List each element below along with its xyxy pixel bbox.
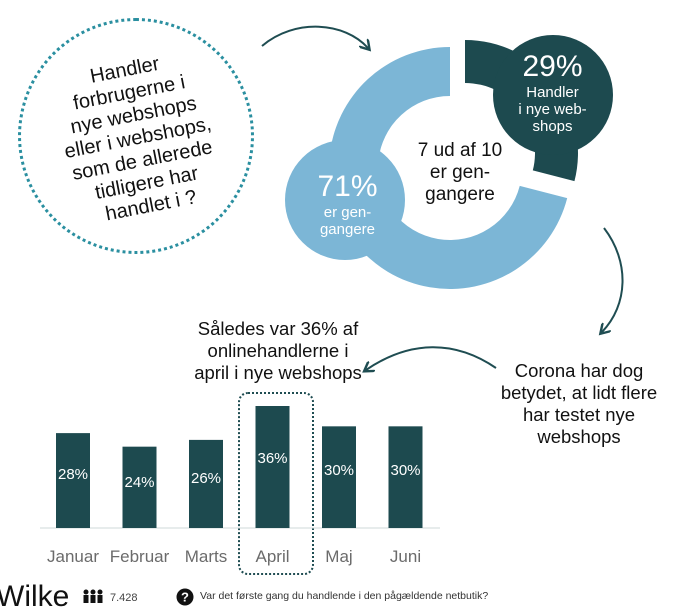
svg-text:?: ? — [181, 590, 189, 605]
bar-value-label: 30% — [390, 462, 420, 479]
footer-brand: Wilke — [0, 580, 70, 613]
category-label-maj: Maj — [325, 547, 352, 566]
survey-question: Var det første gang du handlende i den p… — [200, 590, 489, 602]
bar-april — [255, 406, 290, 528]
bar-value-label: 28% — [58, 466, 88, 483]
corona-callout-text: Corona har dog betydet, at lidt flere ha… — [500, 360, 658, 447]
bar-marts — [189, 439, 223, 528]
bar-maj — [322, 426, 356, 528]
donut-center-text: 7 ud af 10 er gen- gangere — [417, 140, 503, 205]
bar-value-label: 24% — [124, 474, 154, 491]
bar-value-label: 26% — [191, 470, 221, 487]
arrow-to-bars — [366, 346, 497, 370]
bar-value-label: 36% — [257, 450, 287, 467]
bar-juni — [388, 426, 423, 528]
donut-bubble-returning — [285, 140, 405, 260]
category-label-april: April — [255, 547, 289, 566]
question-bubble-icon: ? — [176, 588, 194, 606]
respondent-count: 7.428 — [110, 592, 138, 604]
bar-februar — [122, 446, 157, 528]
donut-text-new: Handler i nye web- shops — [518, 84, 587, 135]
category-label-juni: Juni — [390, 547, 421, 566]
people-icon — [83, 589, 103, 603]
arrow-to-corona — [602, 227, 624, 332]
category-label-marts: Marts — [185, 547, 228, 566]
donut-bubble-new — [493, 35, 613, 155]
donut-label-returning: 71% er gen- gangere — [300, 170, 395, 238]
category-label-januar: Januar — [47, 547, 99, 566]
bar-januar — [56, 433, 90, 528]
arrow-to-donut — [261, 25, 368, 48]
bar-callout-text: Således var 36% af onlinehandlerne i apr… — [194, 318, 362, 383]
question-circle — [18, 18, 254, 254]
donut-pct-new: 29% — [522, 50, 583, 83]
category-label-februar: Februar — [110, 547, 170, 566]
donut-text-returning: er gen- gangere — [319, 204, 376, 238]
donut-pct-returning: 71% — [317, 170, 378, 203]
april-highlight-box — [238, 392, 314, 575]
bar-value-label: 30% — [324, 462, 354, 479]
donut-label-new: 29% Handler i nye web- shops — [505, 50, 600, 135]
